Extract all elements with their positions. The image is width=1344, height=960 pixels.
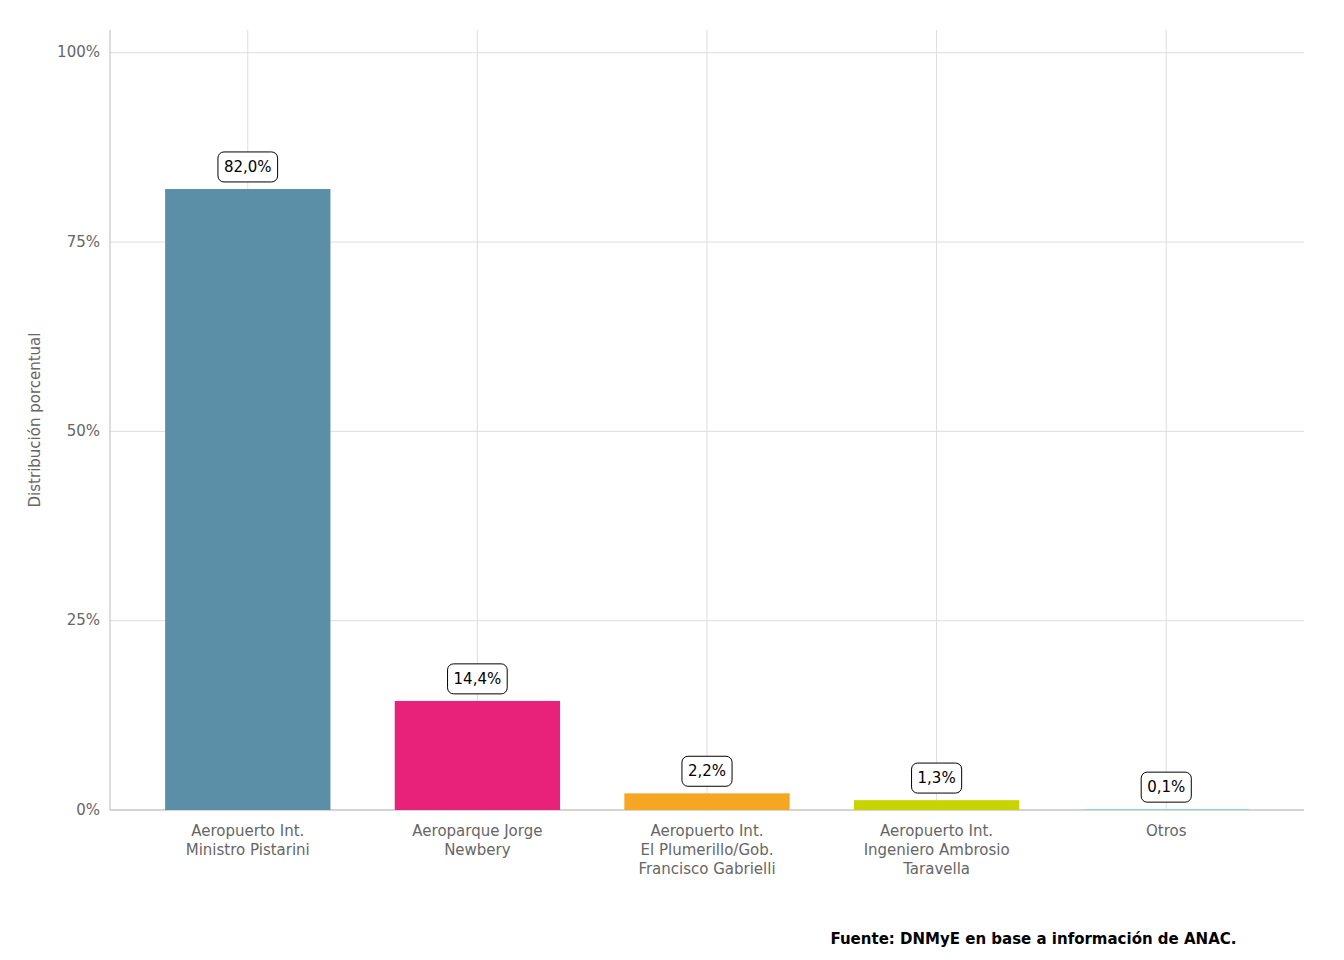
data-label: 2,2% bbox=[682, 756, 732, 786]
x-tick-label: Aeropuerto Int.El Plumerillo/Gob.Francis… bbox=[638, 822, 775, 878]
data-label-text: 2,2% bbox=[688, 762, 726, 780]
y-tick-label: 0% bbox=[76, 801, 100, 819]
bar bbox=[854, 800, 1019, 810]
chart-container: 0% 25% 50% 75% 100% 82,0% 14,4% 2,2% 1,3% 0,1% Aer… bbox=[0, 0, 1344, 960]
y-axis-line bbox=[110, 30, 111, 810]
y-tick-label: 25% bbox=[67, 611, 100, 629]
data-label-box bbox=[448, 664, 508, 694]
data-label-text: 1,3% bbox=[918, 769, 956, 787]
x-grid-line bbox=[936, 30, 937, 810]
source-note: Fuente: DNMyE en base a información de A… bbox=[830, 930, 1236, 948]
data-label-box bbox=[1141, 772, 1191, 802]
y-tick-label: 75% bbox=[67, 233, 100, 251]
grid bbox=[110, 30, 1304, 810]
data-label-text: 0,1% bbox=[1147, 778, 1185, 796]
y-axis-label: Distribución porcentual bbox=[26, 333, 44, 508]
x-tick-labels: Aeropuerto Int.Ministro Pistarini Aeropar… bbox=[186, 822, 1187, 878]
bar bbox=[1084, 809, 1249, 810]
bar bbox=[165, 189, 330, 810]
data-label-box bbox=[218, 152, 278, 182]
bar bbox=[395, 701, 560, 810]
data-labels: 82,0% 14,4% 2,2% 1,3% 0,1% bbox=[218, 152, 1191, 802]
data-label: 14,4% bbox=[448, 664, 508, 694]
x-tick-label: Otros bbox=[1146, 822, 1187, 840]
x-tick-label: Aeropuerto Int.Ingeniero AmbrosioTaravel… bbox=[864, 822, 1010, 878]
data-label-text: 82,0% bbox=[224, 158, 272, 176]
y-tick-label: 100% bbox=[57, 43, 100, 61]
axes: 0% 25% 50% 75% 100% bbox=[57, 30, 1304, 819]
bar bbox=[624, 793, 789, 810]
x-tick-label: Aeropuerto Int.Ministro Pistarini bbox=[186, 822, 310, 859]
data-label: 1,3% bbox=[912, 763, 962, 793]
data-label: 0,1% bbox=[1141, 772, 1191, 802]
data-label-box bbox=[912, 763, 962, 793]
data-label-box bbox=[682, 756, 732, 786]
chart: 0% 25% 50% 75% 100% 82,0% 14,4% 2,2% 1,3% 0,1% Aer… bbox=[0, 0, 1344, 960]
y-tick-label: 50% bbox=[67, 422, 100, 440]
x-grid-line bbox=[707, 30, 708, 810]
data-label: 82,0% bbox=[218, 152, 278, 182]
data-label-text: 14,4% bbox=[454, 670, 502, 688]
x-tick-label: Aeroparque JorgeNewbery bbox=[412, 822, 542, 859]
bars bbox=[165, 189, 1249, 810]
x-grid-line bbox=[1166, 30, 1167, 810]
